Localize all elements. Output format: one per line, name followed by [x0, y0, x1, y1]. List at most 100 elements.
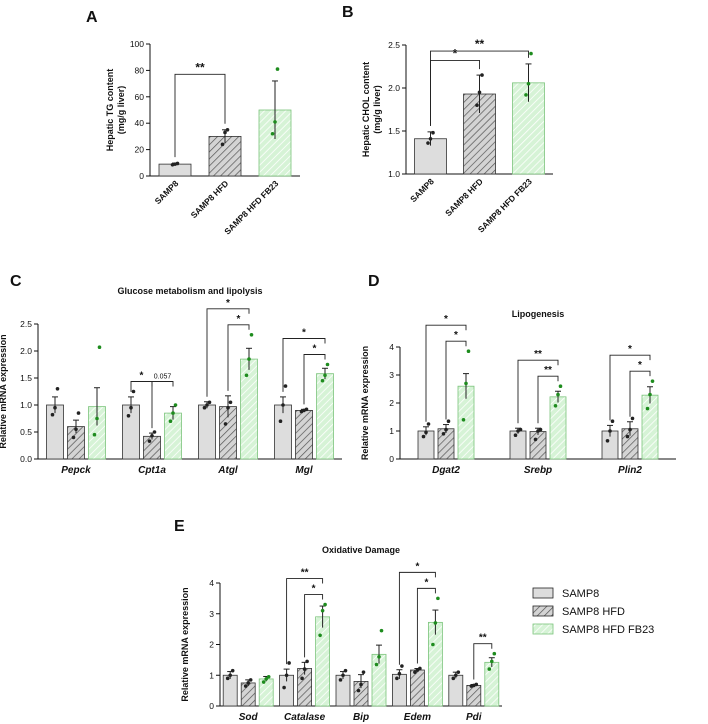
category-label: Cpt1a: [138, 465, 166, 476]
cat-2-series-2-point: [648, 392, 652, 397]
cat-3-series-1-bar: [295, 409, 313, 460]
cat-0-series-0-point: [421, 434, 426, 439]
panel-letter-b: B: [342, 4, 354, 21]
category-label: Sod: [239, 712, 259, 723]
cat-3-series-0-point: [395, 676, 399, 681]
group-1-point: [220, 142, 225, 147]
cat-1-series-2-point: [168, 419, 173, 424]
group-2-point: [529, 51, 533, 56]
cat-4-series-2-point: [490, 659, 494, 664]
significance-bracket: [227, 324, 250, 391]
panel-title: Oxidative Damage: [322, 545, 400, 555]
significance-label: **: [301, 568, 309, 579]
cat-1-series-1-point: [305, 659, 309, 664]
significance-label: *: [415, 561, 419, 572]
group-1-point: [477, 90, 482, 95]
panel-letter-e: E: [174, 518, 185, 535]
significance-bracket: [629, 370, 651, 417]
y-axis-label: Relative mRNA expression: [0, 334, 8, 448]
cat-3-series-0-bar: [391, 673, 407, 707]
cat-1-series-2-point: [556, 392, 560, 397]
panel-c: Glucose metabolism and lipolysis 0.0 0.5 1.…: [0, 286, 342, 476]
y-tick-label: 0.5: [20, 427, 32, 437]
cat-2-series-0-point: [338, 678, 343, 682]
cat-4-series-1-bar: [466, 684, 482, 707]
cat-1-series-0-point: [518, 427, 523, 432]
cat-0-series-2-point: [266, 674, 271, 679]
y-tick-label: 0: [209, 701, 214, 711]
cat-3-series-0-point: [283, 384, 288, 388]
cat-1-series-0-point: [126, 414, 131, 418]
category-label: Srebp: [524, 465, 552, 476]
cat-4-series-2-point: [492, 651, 497, 656]
cat-1-series-0-point: [131, 389, 136, 394]
cat-2-series-0-bar: [335, 674, 351, 707]
cat-4-series-0-point: [451, 676, 456, 681]
cat-4-series-0-point: [456, 670, 461, 674]
panel-letter-a: A: [86, 9, 98, 26]
significance-label: 0.057: [154, 374, 172, 381]
cat-2-series-1-point: [628, 427, 632, 432]
cat-0-series-1-point: [71, 435, 76, 440]
category-label: SAMP8 HFD: [189, 178, 231, 220]
cat-3-series-1-point: [413, 670, 417, 674]
category-label: Atgl: [217, 465, 238, 476]
cat-4-series-2-bar: [484, 661, 500, 707]
cat-0-series-2-point: [92, 432, 97, 437]
cat-0-series-0-point: [50, 412, 55, 417]
cat-3-series-0-point: [281, 403, 285, 407]
category-label: SAMP8 HFD: [443, 176, 485, 218]
significance-bracket: [304, 594, 324, 658]
significance-label: *: [237, 314, 241, 325]
cat-1-series-1-bar: [143, 435, 161, 460]
cat-0-series-0-point: [424, 430, 428, 435]
cat-3-series-1-point: [418, 666, 422, 671]
significance-label: *: [226, 298, 230, 309]
cat-2-series-2-bar: [641, 394, 659, 460]
y-tick-label: 1.0: [20, 400, 32, 410]
category-label: SAMP8 HFD FB23: [476, 176, 534, 234]
cat-4-series-0-bar: [448, 674, 464, 707]
significance-bracket: [430, 50, 529, 126]
cat-1-series-1-point: [302, 667, 307, 671]
significance-bracket: [286, 578, 324, 665]
legend-label-samp8: SAMP8: [562, 588, 599, 600]
significance-bracket: [537, 375, 559, 424]
panel-e: Oxidative Damage 0 1 2 3 4 Relative mRNA expre…: [180, 545, 502, 723]
cat-2-series-1-point: [361, 670, 366, 674]
panel-b: 1.0 1.5 2.0 2.5 Hepatic CHOL content(mg/g li…: [361, 37, 553, 235]
cat-1-series-0-point: [129, 405, 133, 410]
cat-1-series-2-point: [320, 608, 325, 613]
panel-a: 0 20 40 60 80 100 Hepatic TG content(mg/g live…: [105, 39, 300, 237]
significance-bracket: [517, 359, 559, 424]
y-tick-label: 2.5: [388, 40, 400, 50]
cat-3-series-2-point: [320, 378, 325, 383]
cat-0-series-0-point: [53, 405, 57, 410]
cat-2-series-1-point: [226, 405, 230, 410]
cat-0-series-1-point: [246, 681, 250, 685]
cat-2-series-2-point: [379, 628, 384, 633]
category-label: Bip: [353, 712, 369, 723]
significance-label: **: [479, 633, 487, 644]
cat-0-series-1-point: [243, 684, 248, 688]
category-label: Edem: [404, 712, 431, 723]
significance-bracket: [473, 643, 493, 680]
significance-bracket: [398, 571, 436, 665]
cat-4-series-0-point: [454, 673, 458, 678]
cat-1-series-1-point: [147, 439, 152, 443]
cat-3-series-0-point: [400, 664, 404, 668]
cat-0-series-1-bar: [240, 682, 256, 707]
cat-3-series-0-point: [397, 671, 402, 676]
significance-label: *: [628, 344, 632, 355]
cat-0-series-1-point: [76, 411, 81, 415]
y-tick-label: 0.0: [20, 454, 32, 464]
y-tick-label: 2: [389, 398, 394, 408]
y-tick-label: 1: [209, 670, 214, 680]
y-tick-label: 3: [389, 370, 394, 380]
y-tick-label: 1.0: [388, 169, 400, 179]
y-tick-label: 80: [135, 65, 145, 75]
y-tick-label: 1: [389, 426, 394, 436]
category-label: SAMP8: [153, 178, 181, 206]
significance-label: **: [534, 349, 542, 360]
